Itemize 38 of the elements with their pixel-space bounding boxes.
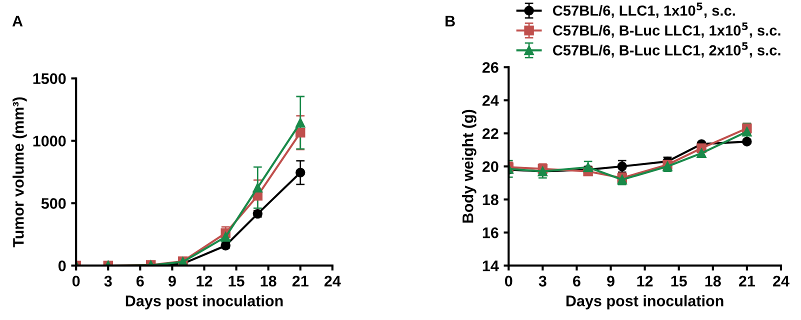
x-tick-label: 24 [324, 276, 341, 286]
x-tick-label: 15 [671, 276, 687, 287]
x-tick-label: 6 [573, 276, 580, 287]
x-tick-label: 18 [260, 276, 276, 287]
y-tick-label: 24 [482, 95, 499, 106]
x-tick-label: 18 [705, 276, 721, 287]
x-tick-label: 3 [538, 276, 546, 287]
legend-label: C57BL/6, B-Luc LLC1, 1x10$^{5}$, s.c. [552, 22, 780, 38]
legend-label: C57BL/6, LLC1, 1x10$^{5}$, s.c. [552, 2, 735, 18]
legend-label: C57BL/6, B-Luc LLC1, 2x10$^{5}$, s.c. [552, 42, 780, 58]
x-tick-label: 0 [72, 276, 80, 287]
x-tick-label: 12 [196, 276, 212, 286]
x-tick-label: 21 [292, 276, 308, 286]
x-tick-label: 3 [104, 276, 112, 287]
x-tick-label: 15 [228, 276, 244, 287]
x-tick-label: 9 [168, 276, 176, 287]
y-tick-label: 20 [482, 161, 498, 172]
y-tick-label: 500 [41, 198, 66, 209]
chart-title: B [446, 16, 455, 26]
x-axis-title: Days post inoculation [566, 295, 724, 310]
x-tick-label: 12 [637, 276, 653, 286]
y-tick-label: 1000 [33, 136, 66, 146]
x-axis-title: Days post inoculation [126, 295, 283, 310]
y-tick-label: 16 [482, 227, 498, 238]
y-axis-title: Tumor volume (mm³) [12, 97, 27, 248]
y-tick-label: 0 [58, 260, 66, 272]
y-tick-label: 26 [482, 62, 498, 73]
x-tick-label: 0 [504, 276, 512, 287]
x-tick-label: 6 [136, 276, 144, 287]
y-tick-label: 22 [482, 128, 498, 139]
y-tick-label: 1500 [33, 73, 66, 84]
x-tick-label: 24 [773, 276, 790, 286]
chart-title: A [12, 16, 23, 26]
y-axis-title: Body weight (g) [462, 110, 476, 223]
x-tick-label: 9 [607, 276, 614, 287]
x-tick-label: 21 [738, 276, 756, 286]
y-tick-label: 18 [482, 194, 498, 206]
y-tick-label: 14 [482, 260, 499, 272]
